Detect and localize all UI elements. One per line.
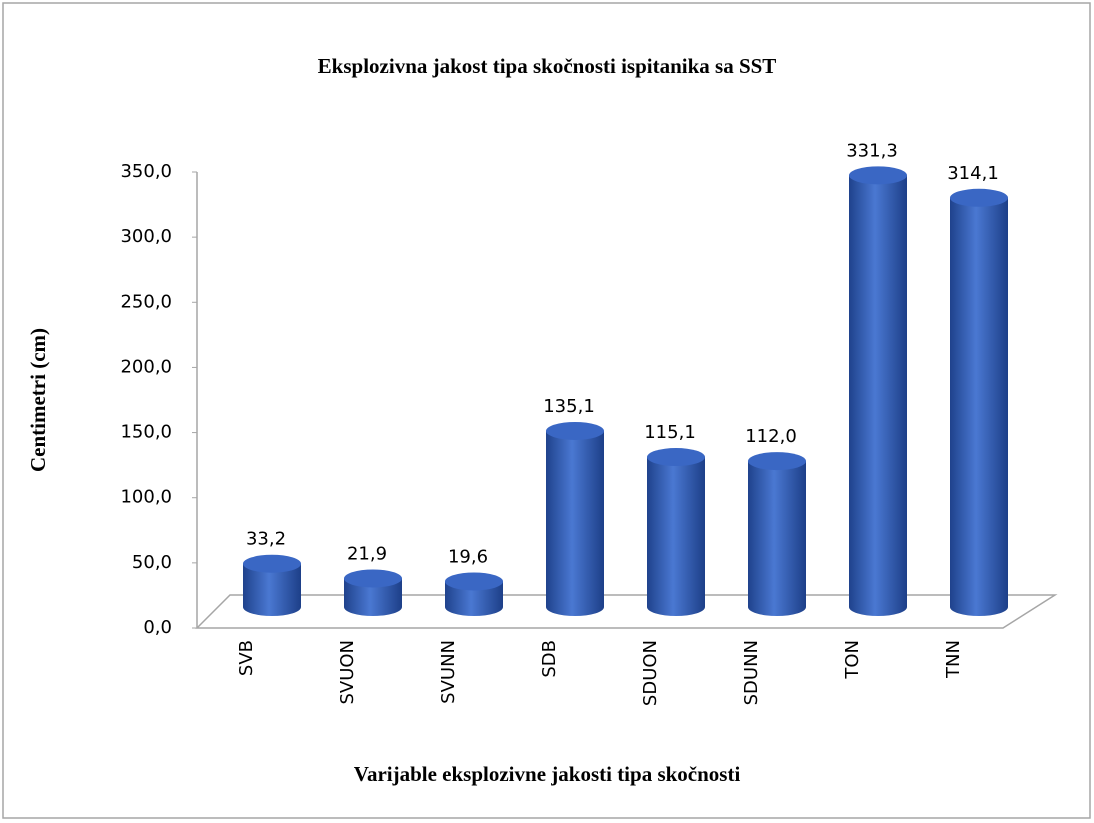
bar-top (748, 452, 806, 471)
y-tick-label: 350,0 (120, 161, 172, 182)
bar (849, 175, 907, 616)
y-tick-label: 100,0 (120, 487, 172, 508)
bar (647, 457, 705, 616)
bar (546, 430, 604, 616)
bar-top (445, 572, 503, 591)
y-tick-label: 250,0 (120, 291, 172, 312)
y-tick-label: 150,0 (120, 422, 172, 443)
bar (344, 578, 402, 616)
value-label: 314,1 (947, 163, 999, 184)
bar (950, 197, 1008, 616)
value-label: 112,0 (745, 426, 797, 447)
x-tick-label: SVB (236, 640, 257, 676)
value-label: 115,1 (644, 422, 696, 443)
bar-top (344, 569, 402, 588)
value-label: 21,9 (347, 543, 387, 564)
x-tick-label: SVUNN (438, 640, 459, 704)
value-label: 33,2 (246, 529, 286, 550)
value-label: 19,6 (448, 546, 488, 567)
x-tick-label: TON (842, 640, 863, 680)
y-axis-title: Centimetri (cm) (26, 328, 50, 472)
value-label: 135,1 (543, 396, 595, 417)
y-tick-label: 200,0 (120, 356, 172, 377)
x-tick-label: TNN (943, 640, 964, 679)
x-tick-label: SDUNN (741, 640, 762, 705)
x-tick-label: SDB (539, 640, 560, 678)
bar-top (950, 188, 1008, 207)
x-tick-label: SVUON (337, 640, 358, 705)
value-label: 331,3 (846, 140, 898, 161)
y-tick-label: 50,0 (132, 552, 172, 573)
x-axis-title: Varijable eksplozivne jakosti tipa skočn… (354, 762, 741, 786)
floor (195, 594, 1058, 629)
y-tick-label: 300,0 (120, 226, 172, 247)
bar (748, 461, 806, 616)
bar-top (243, 554, 301, 573)
y-tick-label: 0,0 (143, 617, 172, 638)
bar (243, 563, 301, 616)
bar-top (546, 421, 604, 440)
bar (445, 581, 503, 616)
chart-title: Eksplozivna jakost tipa skočnosti ispita… (318, 54, 777, 78)
x-tick-label: SDUON (640, 640, 661, 706)
bar-top (647, 448, 705, 467)
bar-top (849, 166, 907, 185)
